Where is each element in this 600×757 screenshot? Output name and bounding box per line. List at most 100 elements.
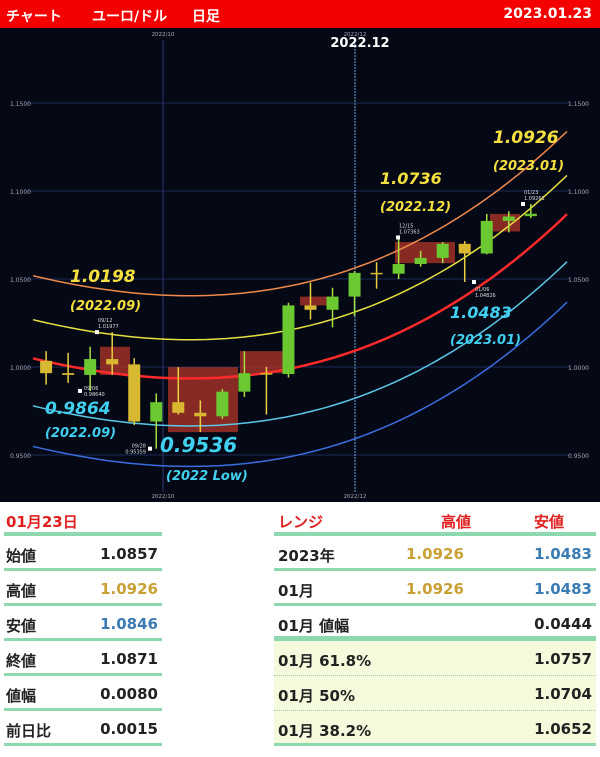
row-label: 終値 — [6, 652, 37, 670]
header-date: 2023.01.23 — [503, 6, 592, 22]
row-label: 安値 — [6, 617, 37, 635]
daily-row: 始値 1.0857 — [4, 536, 162, 571]
annotation-value: 0.9864 — [45, 399, 111, 419]
point-price: 1.01977 — [98, 324, 119, 330]
range-row: 01月 61.8% 1.0757 — [274, 641, 596, 676]
band-curve — [32, 261, 568, 427]
annotation-period: (2022 Low) — [166, 469, 248, 484]
candle-body — [282, 305, 295, 375]
candle-body — [40, 360, 53, 374]
point-date: 09/12 — [98, 318, 112, 324]
row-value: 0.0080 — [100, 685, 158, 703]
annotation-value: 1.0736 — [380, 169, 442, 188]
row-label: 値幅 — [6, 687, 37, 705]
candle-body — [216, 391, 229, 417]
point-date: 12/15 — [399, 223, 413, 229]
candle-body — [172, 402, 185, 413]
x-tick-label: 2022/10 — [152, 494, 175, 500]
annotation-period: (2023.01) — [493, 159, 564, 174]
range-box — [240, 351, 290, 374]
point-marker — [396, 235, 400, 240]
band-curve — [32, 213, 568, 380]
range-row: 01月 1.0926 1.0483 — [274, 571, 596, 606]
row-label: 01月 61.8% — [278, 652, 372, 670]
candle-body — [62, 373, 75, 375]
row-label: 01月 50% — [278, 687, 355, 705]
timeframe: 日足 — [192, 9, 220, 25]
range-value: 1.0704 — [534, 685, 592, 703]
point-marker — [148, 446, 152, 451]
range-box — [300, 296, 330, 306]
daily-table: 01月23日 始値 1.0857 高値 1.0926 安値 1.0846 終値 1.0871 値… — [4, 505, 162, 746]
high-header: 高値 — [441, 513, 472, 531]
highlight-date-label: 2022.12 — [330, 36, 389, 51]
point-date: 01/23 — [524, 190, 538, 196]
candle-body — [458, 243, 471, 254]
low-value: 1.0483 — [534, 580, 592, 598]
candle-body — [524, 213, 537, 217]
point-price: 1.07363 — [399, 229, 420, 235]
row-label: 01月 — [278, 582, 314, 600]
point-marker — [78, 388, 82, 393]
row-label: 01月 値幅 — [278, 617, 350, 635]
range-row: 2023年 1.0926 1.0483 — [274, 536, 596, 571]
daily-row: 安値 1.0846 — [4, 606, 162, 641]
y-tick-label: 1.0500 — [568, 277, 589, 284]
range-value: 1.0652 — [534, 720, 592, 738]
candle-body — [260, 373, 273, 375]
x-tick-label: 2022/12 — [344, 494, 367, 500]
daily-row: 値幅 0.0080 — [4, 676, 162, 711]
range-title: レンジ — [278, 513, 324, 531]
annotation-period: (2022.09) — [70, 299, 141, 314]
candle-body — [128, 364, 141, 422]
row-label: 01月 38.2% — [278, 722, 372, 740]
daily-title: 01月23日 — [6, 513, 78, 531]
x-tick-label: 2022/12 — [344, 32, 367, 38]
candle-body — [392, 264, 405, 274]
candle-body — [370, 272, 383, 275]
band-curve — [32, 130, 568, 297]
range-row: 01月 値幅 0.0444 — [274, 606, 596, 641]
candle-body — [502, 216, 515, 221]
daily-header: 01月23日 — [4, 505, 162, 536]
point-price: 1.09261 — [524, 196, 545, 202]
point-date: 09/28 — [132, 444, 146, 450]
candle-body — [480, 220, 493, 254]
range-header: レンジ 高値 安値 — [274, 505, 596, 536]
range-value: 0.0444 — [534, 615, 592, 633]
annotation-period: (2023.01) — [450, 333, 521, 348]
annotation-period: (2022.12) — [380, 200, 451, 215]
point-marker — [521, 202, 525, 207]
row-label: 前日比 — [6, 722, 52, 740]
point-date: 01/06 — [475, 287, 489, 293]
candle-body — [436, 243, 449, 258]
daily-row: 高値 1.0926 — [4, 571, 162, 606]
annotation-value: 0.9536 — [160, 433, 237, 457]
y-tick-label: 0.9500 — [568, 453, 589, 460]
y-tick-label: 1.0000 — [568, 365, 589, 372]
band-curve — [32, 301, 568, 468]
y-tick-label: 1.1500 — [568, 101, 589, 108]
range-row: 01月 38.2% 1.0652 — [274, 711, 596, 746]
point-price: 0.95359 — [125, 450, 146, 456]
price-chart: 1.1500 1.1500 1.1000 1.1000 1.0500 1.0500 1.00… — [0, 28, 600, 502]
point-price: 1.04826 — [475, 293, 496, 299]
candle-body — [326, 296, 339, 310]
candle-body — [304, 305, 317, 310]
candle-body — [238, 373, 251, 392]
row-label: 高値 — [6, 582, 37, 600]
y-tick-label: 1.0000 — [10, 365, 31, 372]
x-tick-label: 2022/10 — [152, 32, 175, 38]
point-marker — [95, 330, 99, 335]
point-price: 0.98640 — [84, 392, 105, 398]
high-value: 1.0926 — [406, 580, 464, 598]
range-table: レンジ 高値 安値 2023年 1.0926 1.0483 01月 1.0926 1.04… — [274, 505, 596, 746]
range-row: 01月 50% 1.0704 — [274, 676, 596, 711]
row-label: 始値 — [6, 547, 37, 565]
daily-row: 終値 1.0871 — [4, 641, 162, 676]
chart-label: チャート — [6, 9, 62, 25]
candle-body — [84, 359, 97, 375]
annotation-period: (2022.09) — [45, 426, 116, 441]
candle-body — [106, 359, 119, 365]
row-value: 0.0015 — [100, 720, 158, 738]
